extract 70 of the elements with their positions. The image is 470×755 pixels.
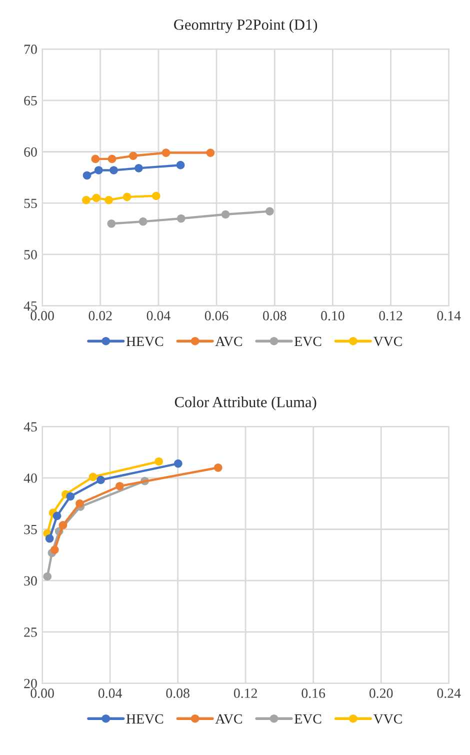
y-tick-label: 65 — [24, 96, 37, 106]
point — [221, 210, 230, 219]
point — [96, 476, 105, 484]
x-tick-label: 0.12 — [379, 311, 402, 320]
x-tick-label: 0.08 — [166, 688, 190, 698]
point — [91, 154, 100, 164]
x-tick-label: 0.14 — [437, 311, 461, 320]
legend-label: AVC — [215, 336, 242, 346]
legend-label: EVC — [294, 336, 322, 346]
point — [76, 499, 84, 508]
point — [82, 196, 90, 204]
point — [82, 171, 92, 180]
point — [104, 196, 113, 204]
y-tick-label: 30 — [24, 576, 37, 586]
point — [176, 214, 186, 223]
y-tick-label: 60 — [24, 147, 37, 157]
point — [107, 219, 116, 228]
x-tick-label: 0.06 — [204, 311, 228, 320]
point — [266, 207, 274, 216]
point — [66, 492, 75, 501]
x-tick-label: 0.04 — [98, 688, 122, 698]
point — [108, 154, 116, 164]
legend-label: VVC — [373, 714, 402, 724]
point — [134, 164, 143, 172]
point — [129, 152, 138, 160]
point — [116, 482, 124, 490]
point — [162, 148, 170, 157]
point — [52, 512, 62, 520]
point — [206, 148, 215, 157]
y-tick-label: 25 — [24, 628, 37, 637]
x-tick-label: 0.00 — [30, 311, 54, 320]
x-tick-label: 0.08 — [262, 311, 286, 320]
point — [94, 166, 103, 174]
y-tick-label: 55 — [24, 198, 37, 208]
x-tick-label: 0.20 — [369, 688, 393, 698]
point — [176, 160, 185, 170]
point — [122, 192, 132, 202]
x-tick-label: 0.24 — [437, 688, 461, 698]
x-tick-label: 0.04 — [146, 311, 170, 320]
x-tick-label: 0.16 — [302, 688, 326, 698]
point — [138, 217, 148, 226]
legend-label: EVC — [294, 714, 322, 724]
y-tick-label: 45 — [24, 301, 37, 311]
y-tick-label: 70 — [24, 44, 37, 54]
chart-title: Color Attribute (Luma) — [174, 396, 316, 410]
point — [92, 194, 100, 202]
point — [58, 520, 68, 530]
point — [50, 546, 59, 554]
legend-label: HEVC — [126, 336, 164, 346]
y-tick-label: 35 — [24, 524, 37, 534]
point — [110, 166, 118, 174]
legend-label: VVC — [373, 336, 402, 346]
point — [43, 572, 52, 581]
point — [154, 457, 164, 466]
x-tick-label: 0.10 — [321, 311, 344, 320]
y-tick-label: 40 — [24, 474, 37, 483]
point — [152, 192, 160, 200]
x-tick-label: 0.12 — [234, 688, 257, 698]
legend-label: HEVC — [126, 714, 164, 724]
legend-label: AVC — [215, 714, 242, 724]
chart-title: Geomrtry P2Point (D1) — [174, 19, 318, 33]
x-tick-label: 0.02 — [88, 311, 112, 320]
y-tick-label: 45 — [24, 422, 37, 432]
point — [174, 459, 182, 468]
y-tick-label: 50 — [24, 250, 37, 260]
point — [214, 463, 222, 472]
point — [45, 534, 54, 543]
x-tick-label: 0.00 — [30, 688, 54, 698]
y-tick-label: 20 — [24, 678, 37, 688]
point — [88, 472, 98, 482]
